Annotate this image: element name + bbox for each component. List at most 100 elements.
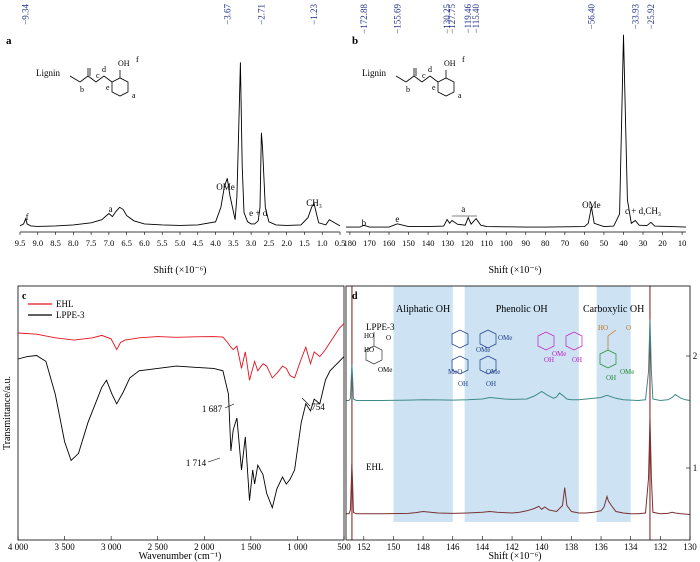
structure-label-d: HO (598, 324, 608, 332)
series-line-lppe3-c (17, 355, 345, 510)
structure-label-a: c (96, 71, 100, 80)
annotation-c: 1 714 (186, 458, 207, 468)
structure-label-a: a (132, 91, 136, 100)
x-tick-label-d: 150 (387, 542, 401, 552)
peak-labels-a: −9.34 −3.67 −2.71 −1.23 (21, 4, 319, 25)
peak-label-b: −130.25 (442, 4, 452, 34)
structure-label-a: OH (118, 59, 130, 68)
x-tick-label-a: 3.5 (228, 238, 239, 248)
peak-label-b: −33.93 (630, 4, 640, 30)
structure-label-d: HO (364, 332, 374, 340)
structure-b (395, 68, 455, 97)
x-tick-label-b: 100 (500, 238, 513, 248)
x-tick-label-b: 80 (541, 238, 550, 248)
structure-text-a: Lignin b cde OH f a (36, 55, 139, 100)
peak-label-b: −119.46 (463, 4, 473, 34)
annotation-arrow-c (224, 403, 235, 409)
annotation-a: f (26, 212, 29, 222)
peak-label-b: −25.92 (646, 4, 656, 29)
right-tick-labels-d: 21 (686, 351, 697, 473)
panel-label-c: c (22, 291, 27, 302)
region-labels-d: Aliphatic OH Phenolic OH Carboxylic OH (396, 304, 644, 315)
x-axis-title-d: Shift (×10⁻⁶) (488, 551, 541, 562)
x-tick-label-a: 2.5 (264, 238, 275, 248)
plot-frame-d (345, 285, 691, 541)
structure-label-a: f (136, 55, 139, 64)
x-tick-label-b: 20 (658, 238, 667, 248)
x-tick-label-a: 5.5 (157, 238, 168, 248)
structure-label-b: a (458, 91, 462, 100)
structures-d (365, 329, 617, 375)
panel-d: d Aliphatic OH Phenolic OH Carboxylic OH L… (345, 285, 697, 562)
shaded-region-d (393, 286, 453, 522)
x-tick-label-b: 30 (639, 238, 648, 248)
annotation-arrow-c (207, 457, 221, 463)
annotation-a: e + d (249, 208, 268, 218)
right-tick-label-d: 2 (693, 351, 698, 361)
annotation-b: a (461, 204, 465, 214)
tick-labels-a: 9.5 9.0 8.5 8.0 7.5 7.0 6.5 6.0 5.5 5.0 4.5 4.0 3.5 3… (15, 232, 345, 248)
x-tick-label-b: 180 (344, 238, 357, 248)
structure-label-b: b (406, 85, 410, 94)
series-label-d: EHL (366, 462, 384, 472)
panel-label-b: b (352, 35, 358, 47)
structure-label-d: OMe (620, 368, 634, 376)
annotation-b: e (395, 214, 399, 224)
structure-label-b: e (432, 83, 436, 92)
x-tick-label-a: 2.0 (281, 238, 292, 248)
x-tick-label-c: 3 500 (54, 542, 75, 552)
x-tick-label-a: 4.0 (210, 238, 221, 248)
structure-label-a: Lignin (36, 68, 60, 78)
x-tick-label-a: 6.0 (139, 238, 150, 248)
structure-label-d: OMe (498, 334, 512, 342)
annotation-b: c + d,CH₃ (625, 206, 661, 216)
x-axis-title-c: Wavenumber (cm⁻¹) (139, 551, 222, 562)
series-labels-d: LPPE-3 EHL (366, 322, 395, 472)
shaded-region-d (596, 286, 631, 522)
annotation-a: CH₃ (306, 198, 322, 208)
annotation-c: 754 (311, 402, 325, 412)
structure-label-d: OMe (476, 346, 490, 354)
panel-b: b 180 170 160 150 140 130 120 110 100 90 80 70 60 50 4… (344, 4, 687, 276)
x-tick-label-a: 8.5 (50, 238, 61, 248)
peak-label-b: −155.69 (392, 4, 402, 34)
x-tick-label-a: 3.0 (246, 238, 257, 248)
structure-label-d: OMe (486, 368, 500, 376)
x-tick-label-b: 60 (580, 238, 589, 248)
x-axis-title-a: Shift (×10⁻⁶) (153, 265, 206, 276)
peak-labels-b: −172.88 −155.69 −130.25−127.75 −119.46−115.… (359, 4, 656, 34)
structure-label-d: OH (486, 380, 496, 388)
x-tick-label-a: 7.5 (86, 238, 97, 248)
x-tick-label-c: 4 000 (8, 542, 29, 552)
structure-label-d: OMe (552, 350, 566, 358)
annotation-c: 1 687 (202, 404, 223, 414)
x-tick-label-b: 70 (561, 238, 570, 248)
tick-labels-d: 152 150 148 146 144 142 140 138 136 134 132 130 (357, 536, 697, 552)
structure-label-d: OH (606, 374, 616, 382)
x-tick-label-a: 9.0 (32, 238, 43, 248)
peak-label-b: −127.75 (447, 4, 457, 34)
x-tick-label-b: 120 (461, 238, 474, 248)
legend-label-c: EHL (56, 299, 74, 309)
structure-label-b: c (422, 71, 426, 80)
annotation-b: b (362, 218, 367, 228)
structure-label-d: MeO (448, 368, 462, 376)
annotations-b: b e a OMe c + d,CH₃ (362, 200, 661, 228)
x-tick-label-b: 50 (600, 238, 609, 248)
plot-frame-c (17, 285, 345, 541)
x-tick-label-d: 134 (624, 542, 638, 552)
structure-label-b: d (428, 65, 432, 74)
peak-label-b: −172.88 (359, 4, 369, 34)
x-tick-label-d: 146 (446, 542, 460, 552)
x-tick-label-b: 130 (441, 238, 454, 248)
annotation-a: a (109, 204, 113, 214)
structure-label-d: OH (458, 380, 468, 388)
annotation-arrow-c (301, 397, 311, 407)
x-tick-label-d: 140 (535, 542, 549, 552)
x-tick-label-c: 1 500 (241, 542, 262, 552)
x-tick-label-c: 2 500 (148, 542, 169, 552)
